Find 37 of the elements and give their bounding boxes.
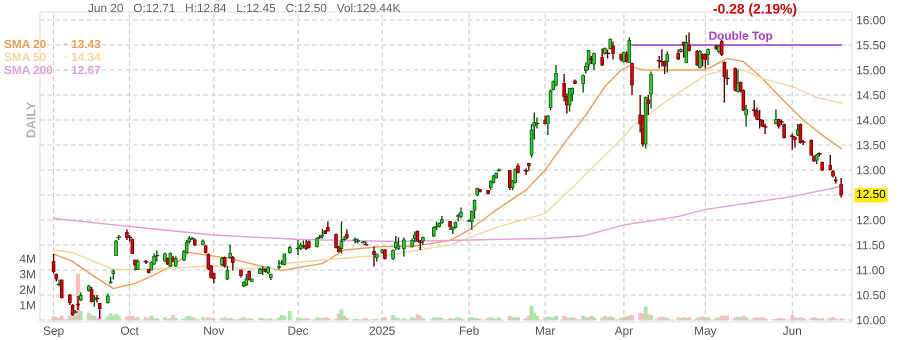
text: SMA 50 xyxy=(4,52,46,62)
y-tick-label: 10.50 xyxy=(857,291,886,300)
text: DAILY xyxy=(26,102,36,138)
annotation: · 13.43 xyxy=(64,40,100,48)
y-tick-label: 14.50 xyxy=(857,91,886,100)
y2-tick-label: 1M xyxy=(20,301,35,310)
y2-tick-label: 4M xyxy=(20,254,35,263)
annotation: · 12.67 xyxy=(64,66,100,74)
y-tick-label: 15.50 xyxy=(857,41,886,50)
y2-tick-label: 2M xyxy=(20,285,35,294)
y-tick-label: 11.50 xyxy=(857,241,884,250)
x-tick-label: Mar xyxy=(536,326,556,335)
annotation: 12.50 xyxy=(857,190,886,198)
y-tick-label: 13.50 xyxy=(857,141,886,150)
y-tick-label: 14.00 xyxy=(857,116,886,124)
y-tick-label: 12.00 xyxy=(857,216,886,224)
x-tick-label: Feb xyxy=(460,326,479,335)
x-tick-label: Oct xyxy=(120,326,139,335)
annotation: Double Top xyxy=(709,31,772,42)
y-tick-label: 13.00 xyxy=(857,166,886,174)
chart-subtitle: Jun 20 O:12.71 H:12.84 L:12.45 C:12.50 Vol:129.44K xyxy=(88,4,400,12)
text: SMA 200 xyxy=(4,66,52,74)
annotation: · 14.34 xyxy=(64,52,101,62)
x-tick-label: 2025 xyxy=(370,326,395,335)
annotation: -0.28 (2.19%) xyxy=(713,4,796,16)
y-tick-label: 10.00 xyxy=(857,316,886,324)
x-tick-label: Apr xyxy=(614,326,633,338)
y-tick-label: 11.00 xyxy=(857,266,884,274)
y2-tick-label: 3M xyxy=(20,270,35,278)
y-tick-label: 15.00 xyxy=(857,66,886,74)
x-tick-label: Dec xyxy=(288,326,308,335)
text: SMA 20 xyxy=(4,40,46,48)
x-tick-label: May xyxy=(695,326,716,338)
x-tick-label: Sep xyxy=(44,326,64,338)
y-tick-label: 16.00 xyxy=(857,16,886,24)
x-tick-label: Jun xyxy=(782,326,802,335)
x-tick-label: Nov xyxy=(204,326,224,335)
